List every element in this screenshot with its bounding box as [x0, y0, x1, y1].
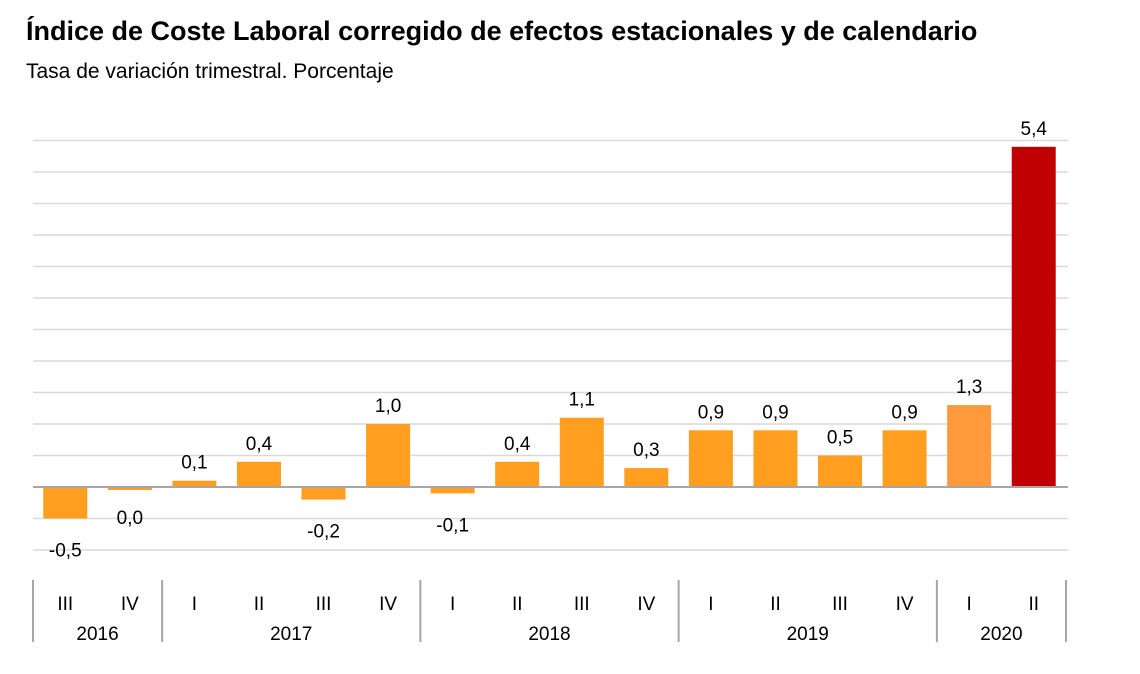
data-label: 1,1: [569, 390, 595, 411]
bar: [947, 405, 992, 487]
x-tick-label: III: [57, 594, 73, 615]
x-tick-label: II: [254, 594, 265, 615]
x-tick-label: IV: [896, 594, 914, 615]
year-label: 2017: [270, 624, 312, 645]
bar: [495, 461, 540, 487]
bar: [818, 455, 863, 487]
x-tick-label: IV: [379, 594, 397, 615]
x-tick-label: II: [512, 594, 523, 615]
bar: [753, 430, 798, 487]
year-label: 2020: [980, 624, 1022, 645]
bar: [107, 487, 152, 490]
bar: [688, 430, 733, 487]
x-tick-label: III: [316, 594, 332, 615]
data-label: -0,1: [436, 515, 469, 536]
data-label: 1,0: [375, 396, 401, 417]
data-label: -0,5: [49, 541, 82, 562]
bar: [559, 417, 604, 487]
year-label: 2016: [76, 624, 118, 645]
data-label: 0,3: [633, 440, 659, 461]
x-tick-label: III: [832, 594, 848, 615]
data-label: -0,2: [307, 522, 340, 543]
x-tick-label: III: [574, 594, 590, 615]
data-label: 0,5: [827, 428, 853, 449]
bar: [43, 487, 88, 519]
data-label: 0,0: [117, 508, 143, 529]
x-tick-label: I: [708, 594, 713, 615]
data-label: 1,3: [956, 377, 982, 398]
data-label: 0,9: [698, 402, 724, 423]
x-tick-label: I: [967, 594, 972, 615]
chart-title: Índice de Coste Laboral corregido de efe…: [26, 16, 978, 46]
data-label: 0,1: [181, 453, 207, 474]
bar: [882, 430, 927, 487]
bar: [172, 480, 217, 487]
bar: [430, 487, 475, 494]
bar: [624, 468, 669, 487]
data-label: 0,4: [246, 434, 273, 455]
data-label: 0,9: [891, 402, 917, 423]
year-label: 2019: [787, 624, 829, 645]
data-label: 0,9: [762, 402, 788, 423]
data-label: 5,4: [1021, 119, 1048, 140]
bar: [1011, 146, 1056, 488]
x-tick-label: II: [770, 594, 781, 615]
bar: [236, 461, 281, 487]
x-tick-label: II: [1028, 594, 1039, 615]
x-tick-label: I: [450, 594, 455, 615]
data-label: 0,4: [504, 434, 531, 455]
x-tick-label: I: [192, 594, 197, 615]
x-tick-label: IV: [121, 594, 139, 615]
chart-subtitle: Tasa de variación trimestral. Porcentaje: [26, 60, 394, 83]
year-label: 2018: [528, 624, 570, 645]
bar: [301, 487, 346, 500]
bar: [366, 424, 411, 487]
x-tick-label: IV: [637, 594, 655, 615]
